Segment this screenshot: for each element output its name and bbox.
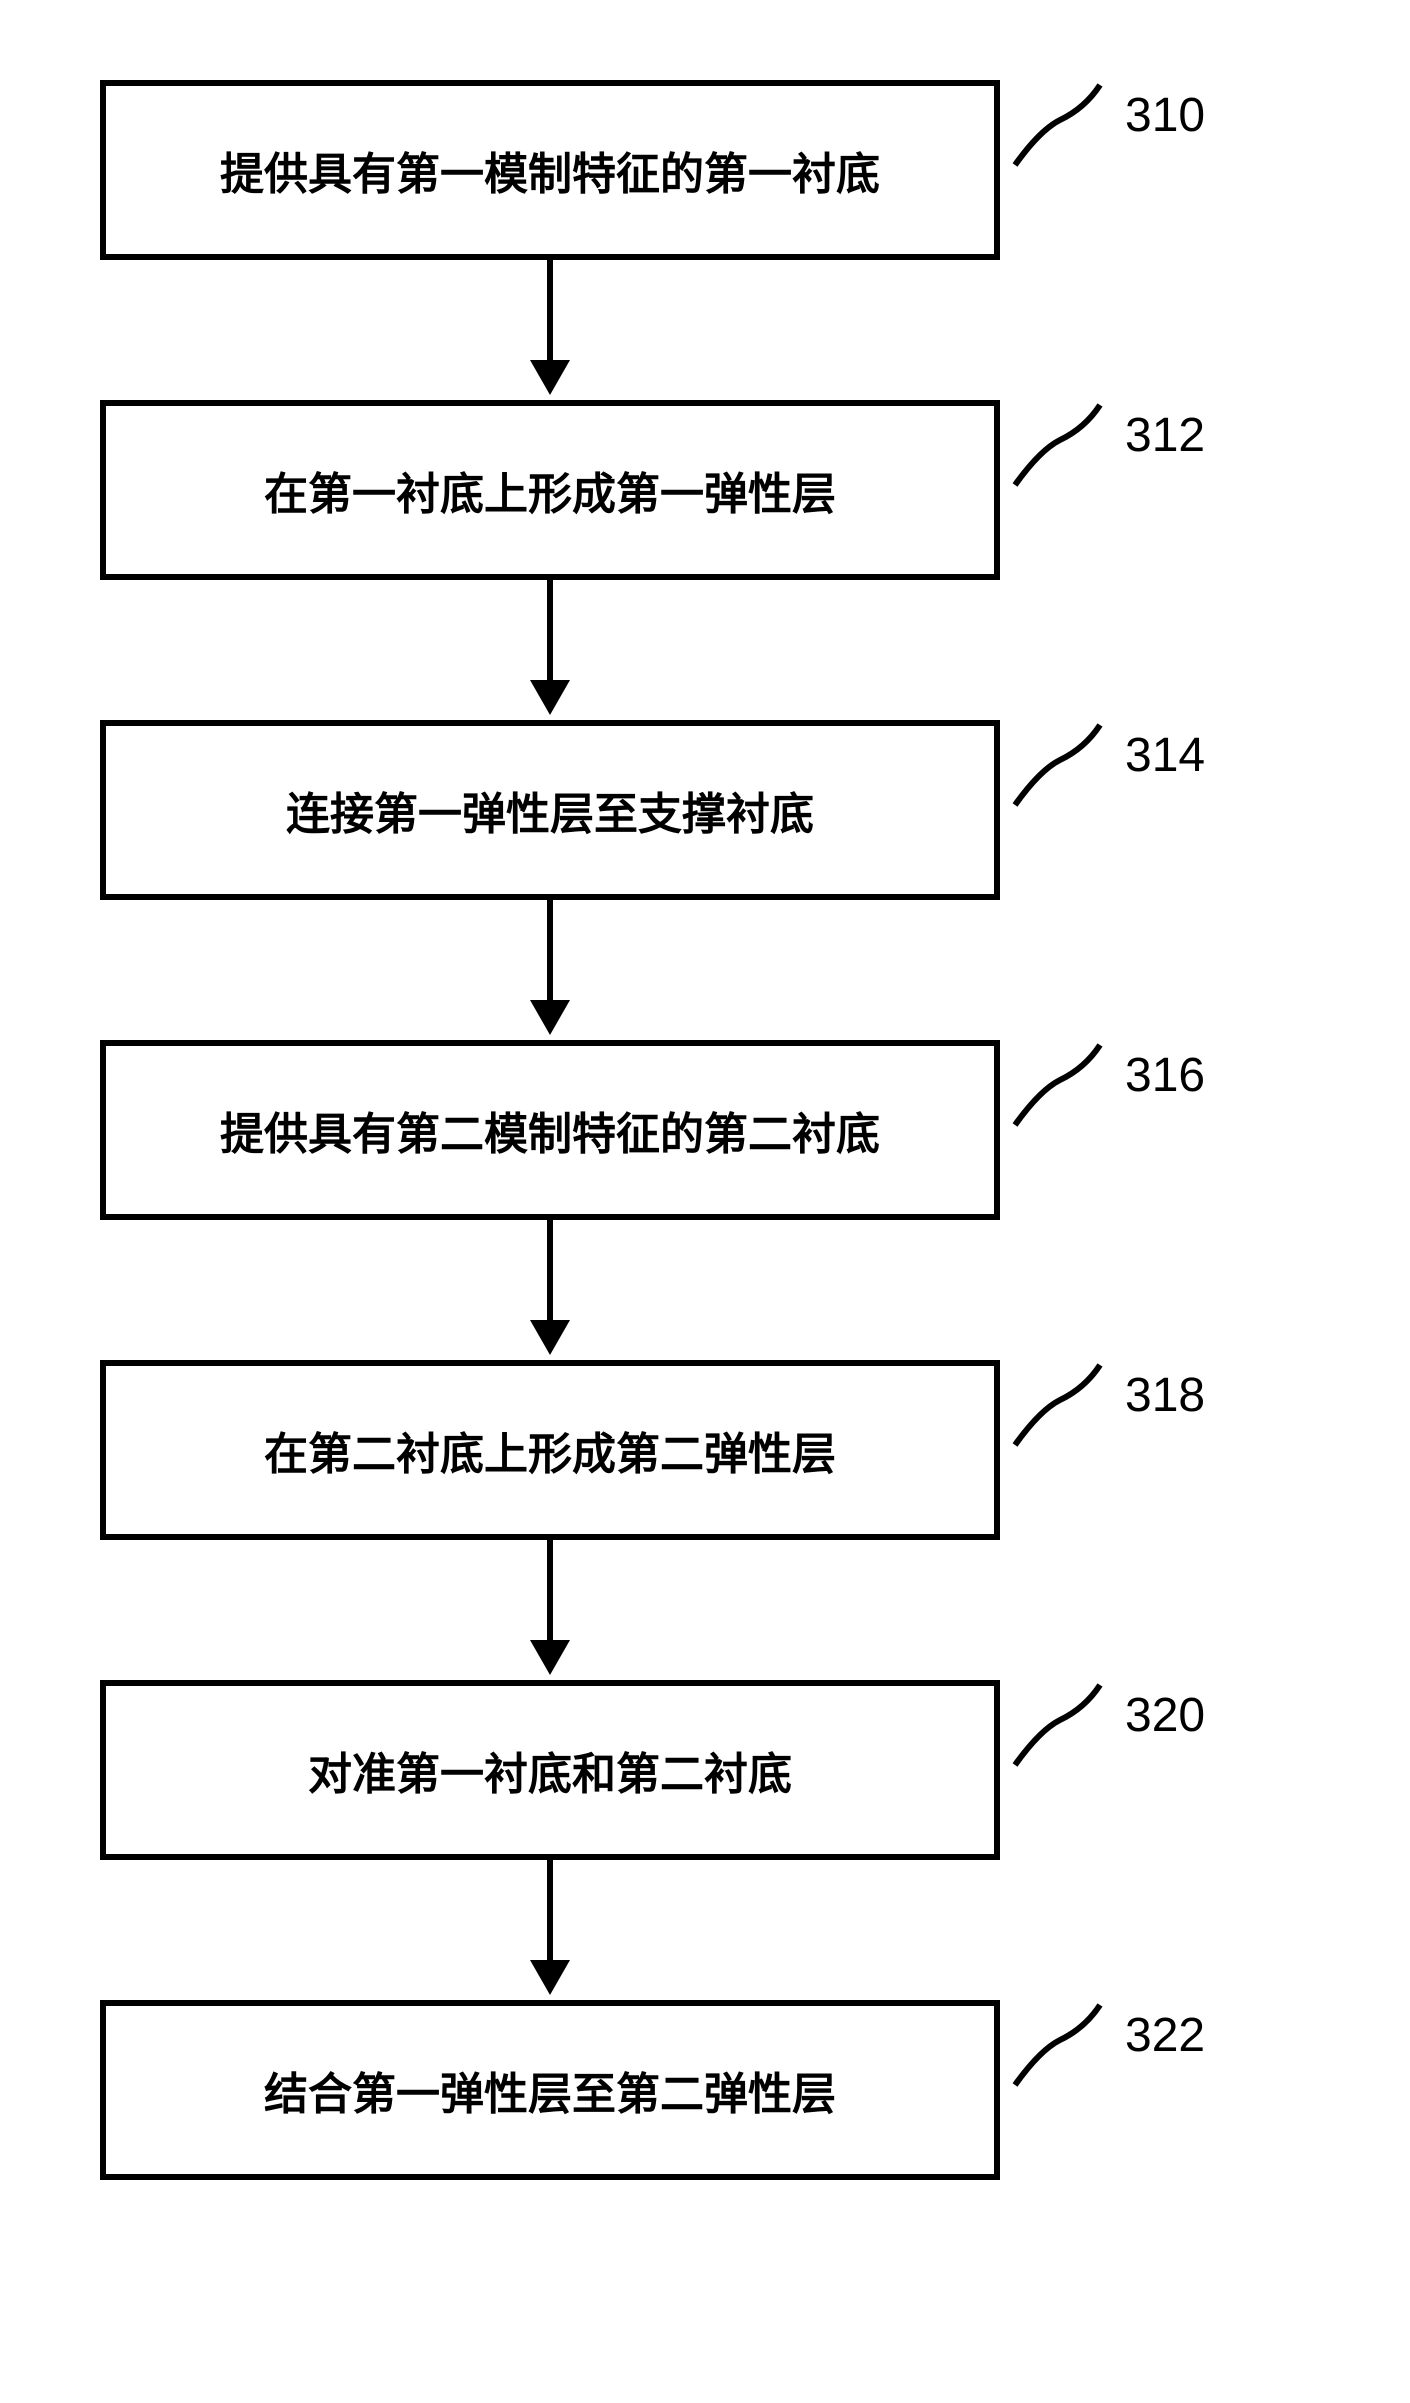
step-text: 在第一衬底上形成第一弹性层 xyxy=(264,458,836,522)
step-text: 提供具有第一模制特征的第一衬底 xyxy=(220,138,880,202)
ref-curve-icon xyxy=(1010,1040,1110,1130)
ref-label-wrapper: 322 xyxy=(1010,2000,1205,2090)
arrow-line-icon xyxy=(547,1540,553,1650)
step-box-318: 在第二衬底上形成第二弹性层 xyxy=(100,1360,1000,1540)
arrow-connector xyxy=(100,1220,1000,1360)
ref-label-wrapper: 318 xyxy=(1010,1360,1205,1450)
arrow-head-icon xyxy=(530,1320,570,1355)
step-box-310: 提供具有第一模制特征的第一衬底 xyxy=(100,80,1000,260)
ref-curve-icon xyxy=(1010,1360,1110,1450)
arrow-line-icon xyxy=(547,1220,553,1330)
step-wrapper: 提供具有第二模制特征的第二衬底 316 xyxy=(100,1040,1300,1220)
step-box-312: 在第一衬底上形成第一弹性层 xyxy=(100,400,1000,580)
ref-curve-icon xyxy=(1010,80,1110,170)
flowchart-container: 提供具有第一模制特征的第一衬底 310 在第一衬底上形成第一弹性层 312 连接… xyxy=(100,80,1300,2180)
ref-curve-icon xyxy=(1010,2000,1110,2090)
ref-label-wrapper: 310 xyxy=(1010,80,1205,170)
arrow-head-icon xyxy=(530,680,570,715)
step-text: 对准第一衬底和第二衬底 xyxy=(308,1738,792,1802)
ref-number: 322 xyxy=(1125,2008,1205,2063)
step-wrapper: 提供具有第一模制特征的第一衬底 310 xyxy=(100,80,1300,260)
step-wrapper: 结合第一弹性层至第二弹性层 322 xyxy=(100,2000,1300,2180)
step-box-320: 对准第一衬底和第二衬底 xyxy=(100,1680,1000,1860)
arrow-head-icon xyxy=(530,1640,570,1675)
step-text: 在第二衬底上形成第二弹性层 xyxy=(264,1418,836,1482)
arrow-head-icon xyxy=(530,1000,570,1035)
arrow-line-icon xyxy=(547,900,553,1010)
arrow-head-icon xyxy=(530,360,570,395)
ref-number: 312 xyxy=(1125,408,1205,463)
ref-number: 310 xyxy=(1125,88,1205,143)
arrow-connector xyxy=(100,1540,1000,1680)
arrow-head-icon xyxy=(530,1960,570,1995)
ref-number: 314 xyxy=(1125,728,1205,783)
step-box-322: 结合第一弹性层至第二弹性层 xyxy=(100,2000,1000,2180)
arrow-line-icon xyxy=(547,260,553,370)
step-wrapper: 连接第一弹性层至支撑衬底 314 xyxy=(100,720,1300,900)
arrow-connector xyxy=(100,580,1000,720)
step-text: 提供具有第二模制特征的第二衬底 xyxy=(220,1098,880,1162)
arrow-line-icon xyxy=(547,580,553,690)
arrow-connector xyxy=(100,260,1000,400)
ref-curve-icon xyxy=(1010,720,1110,810)
ref-label-wrapper: 314 xyxy=(1010,720,1205,810)
arrow-line-icon xyxy=(547,1860,553,1970)
ref-label-wrapper: 312 xyxy=(1010,400,1205,490)
ref-curve-icon xyxy=(1010,1680,1110,1770)
ref-curve-icon xyxy=(1010,400,1110,490)
ref-number: 318 xyxy=(1125,1368,1205,1423)
ref-number: 316 xyxy=(1125,1048,1205,1103)
arrow-connector xyxy=(100,900,1000,1040)
step-wrapper: 在第二衬底上形成第二弹性层 318 xyxy=(100,1360,1300,1540)
ref-label-wrapper: 320 xyxy=(1010,1680,1205,1770)
step-box-316: 提供具有第二模制特征的第二衬底 xyxy=(100,1040,1000,1220)
arrow-connector xyxy=(100,1860,1000,2000)
ref-label-wrapper: 316 xyxy=(1010,1040,1205,1130)
step-text: 连接第一弹性层至支撑衬底 xyxy=(286,778,814,842)
step-text: 结合第一弹性层至第二弹性层 xyxy=(264,2058,836,2122)
step-wrapper: 在第一衬底上形成第一弹性层 312 xyxy=(100,400,1300,580)
ref-number: 320 xyxy=(1125,1688,1205,1743)
step-box-314: 连接第一弹性层至支撑衬底 xyxy=(100,720,1000,900)
step-wrapper: 对准第一衬底和第二衬底 320 xyxy=(100,1680,1300,1860)
